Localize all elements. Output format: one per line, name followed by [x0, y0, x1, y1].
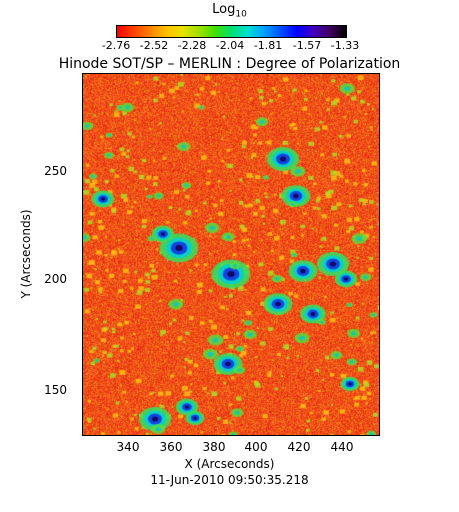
x-axis-label: X (Arcseconds) [184, 457, 275, 471]
x-tick-label: 400 [244, 440, 268, 454]
colorbar-tick: -2.76 [101, 39, 131, 52]
colorbar-tick: -1.33 [330, 39, 360, 52]
y-tick-label: 250 [44, 164, 67, 178]
colorbar-tick: -1.81 [253, 39, 283, 52]
y-tick-label: 200 [44, 272, 67, 286]
colorbar-tick: -2.04 [215, 39, 245, 52]
colorbar-label-main: Log [212, 2, 236, 17]
colorbar-label: Log10 [0, 2, 459, 20]
colorbar-tick: -2.28 [177, 39, 207, 52]
colorbar-tick: -2.52 [139, 39, 169, 52]
colorbar-label-subscript: 10 [235, 9, 247, 20]
polarization-map-image [83, 74, 379, 435]
x-tick-label: 420 [287, 440, 311, 454]
colorbar [116, 25, 347, 38]
x-tick-label: 340 [116, 440, 140, 454]
x-tick-label: 360 [159, 440, 183, 454]
y-tick-label: 150 [44, 383, 67, 397]
y-axis-label: Y (Arcseconds) [19, 209, 33, 299]
timestamp: 11-Jun-2010 09:50:35.218 [150, 473, 309, 487]
polarization-map [82, 73, 380, 436]
x-tick-label: 440 [330, 440, 354, 454]
plot-title: Hinode SOT/SP – MERLIN : Degree of Polar… [58, 56, 401, 72]
colorbar-tick: -1.57 [292, 39, 322, 52]
x-tick-label: 380 [202, 440, 226, 454]
